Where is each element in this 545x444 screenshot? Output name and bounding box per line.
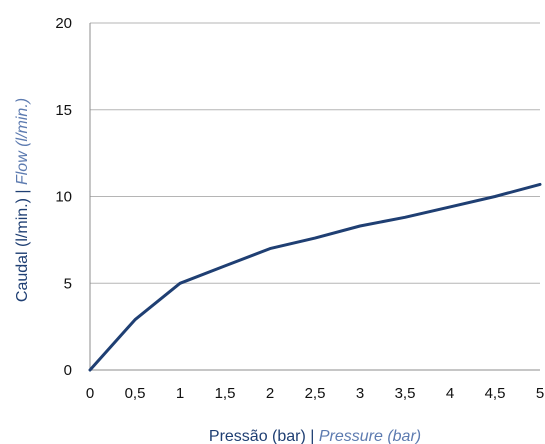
x-axis-title-main: Pressão (bar) xyxy=(209,428,306,444)
x-tick-label: 4 xyxy=(446,385,454,402)
x-axis-title-separator: | xyxy=(306,428,319,444)
x-tick-label: 4,5 xyxy=(485,385,506,402)
y-tick-label: 15 xyxy=(55,102,72,119)
y-axis-title: Caudal (l/min.) | Flow (l/min.) xyxy=(14,98,31,302)
y-axis-title-main: Caudal (l/min.) xyxy=(14,198,31,302)
grid-lines xyxy=(90,22,540,284)
x-tick-label: 0,5 xyxy=(125,385,146,402)
axes xyxy=(89,23,540,371)
y-tick-label: 10 xyxy=(55,189,72,206)
y-axis-title-sub: Flow (l/min.) xyxy=(14,98,31,185)
x-axis-title: Pressão (bar) | Pressure (bar) xyxy=(209,428,421,444)
series-line-0 xyxy=(88,182,542,372)
x-tick-labels: 0 0,5 1 1,5 2 2,5 3 3,5 4 4,5 5 xyxy=(86,385,544,402)
y-tick-label: 5 xyxy=(64,275,72,292)
x-tick-label: 2 xyxy=(266,385,274,402)
y-tick-labels: 0 5 10 15 20 xyxy=(55,15,72,379)
y-tick-label: 0 xyxy=(64,362,72,379)
x-tick-label: 1,5 xyxy=(215,385,236,402)
x-tick-label: 3,5 xyxy=(395,385,416,402)
x-tick-label: 1 xyxy=(176,385,184,402)
x-tick-label: 5 xyxy=(536,385,544,402)
y-tick-label: 20 xyxy=(55,15,72,32)
series-layer xyxy=(88,182,542,372)
y-axis-title-separator: | xyxy=(14,185,31,198)
x-tick-label: 0 xyxy=(86,385,94,402)
x-axis-title-sub: Pressure (bar) xyxy=(319,428,421,444)
x-tick-label: 3 xyxy=(356,385,364,402)
x-tick-label: 2,5 xyxy=(305,385,326,402)
